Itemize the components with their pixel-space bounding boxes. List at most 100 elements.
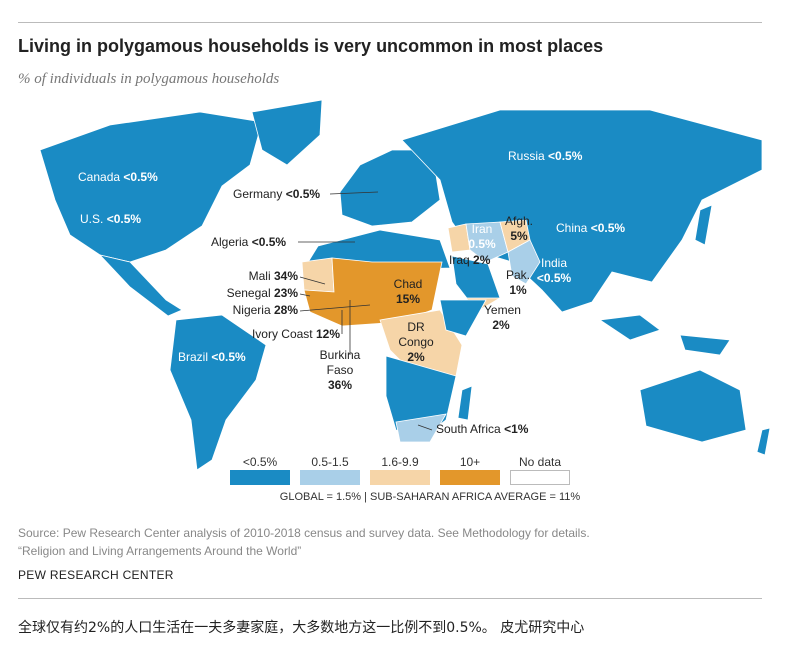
country-value: <1% <box>504 422 529 436</box>
country-name: Canada <box>78 170 121 184</box>
legend-note: GLOBAL = 1.5% | SUB-SAHARAN AFRICA AVERA… <box>279 491 581 503</box>
country-name: Afgh. <box>504 214 534 228</box>
country-label: South Africa <1% <box>436 422 528 437</box>
country-label: Pak. 1% <box>503 268 533 298</box>
country-name: Mali <box>248 269 271 283</box>
country-name: India <box>540 256 568 270</box>
horn-of-africa <box>439 299 487 337</box>
country-label: Chad 15% <box>390 277 426 307</box>
leader-line <box>417 424 433 431</box>
legend-swatch <box>370 470 430 485</box>
central-america <box>98 254 183 317</box>
country-name: Ivory Coast <box>251 327 313 341</box>
country-name: Iran <box>471 222 493 236</box>
country-name: Iraq <box>449 253 470 267</box>
south-africa <box>395 413 447 443</box>
madagascar <box>457 385 473 421</box>
leader-line <box>299 293 311 297</box>
country-value: 12% <box>315 327 340 341</box>
north-america <box>39 111 263 263</box>
country-label: Brazil <0.5% <box>178 350 246 365</box>
legend-label: <0.5% <box>242 455 278 469</box>
legend-swatch <box>230 470 290 485</box>
country-name: Chad <box>393 277 423 291</box>
country-label: Canada <0.5% <box>78 170 158 185</box>
country-name: Brazil <box>178 350 209 364</box>
legend-label: 1.6-9.9 <box>381 455 419 469</box>
country-name: Burkina Faso <box>319 348 361 377</box>
country-label: India <0.5% <box>536 256 572 286</box>
country-name: Senegal <box>226 286 271 300</box>
leader-line <box>329 191 379 195</box>
country-label: Nigeria 28% <box>218 303 298 318</box>
country-value: 5% <box>510 229 528 243</box>
caption: 全球仅有约2%的人口生活在一夫多妻家庭，大多数地方这一比例不到0.5%。 皮尤研… <box>18 620 585 636</box>
legend-label: 0.5-1.5 <box>311 455 349 469</box>
legend-swatch <box>510 470 570 485</box>
japan <box>694 204 713 246</box>
legend-swatch <box>300 470 360 485</box>
country-name: China <box>556 221 588 235</box>
country-value: 0.5% <box>468 237 496 251</box>
country-value: <0.5% <box>548 149 583 163</box>
country-value: 36% <box>327 378 353 392</box>
leader-line <box>299 304 371 312</box>
country-name: Algeria <box>211 235 249 249</box>
country-value: <0.5% <box>590 221 626 235</box>
country-name: Yemen <box>484 303 521 317</box>
pakistan <box>507 239 541 285</box>
country-value: <0.5% <box>536 271 572 285</box>
country-name: Russia <box>508 149 545 163</box>
greenland <box>251 99 323 166</box>
country-label: Burkina Faso 36% <box>318 348 362 393</box>
bottom-rule <box>18 598 762 599</box>
country-label: Yemen 2% <box>484 303 521 333</box>
country-label: Germany <0.5% <box>233 187 320 202</box>
sahel <box>303 257 443 327</box>
new-guinea <box>679 334 731 356</box>
country-name: Nigeria <box>232 303 271 317</box>
country-value: 34% <box>273 269 298 283</box>
south-america <box>169 314 267 471</box>
country-label: Afgh. 5% <box>504 214 534 244</box>
title: Living in polygamous households is very … <box>18 36 604 56</box>
country-value: 28% <box>273 303 298 317</box>
legend-label: 10+ <box>459 455 481 469</box>
new-zealand <box>756 427 771 456</box>
leader-line <box>299 276 326 285</box>
legend-label: No data <box>518 455 562 469</box>
southeast-asia <box>598 314 661 341</box>
country-name: Pak. <box>505 268 530 282</box>
country-value: 1% <box>509 283 527 297</box>
country-label: Senegal 23% <box>218 286 298 301</box>
country-value: <0.5% <box>211 350 246 364</box>
country-value: <0.5% <box>285 187 321 201</box>
country-value: 23% <box>273 286 298 300</box>
mauritania <box>301 257 335 293</box>
country-value: <0.5% <box>106 212 142 226</box>
country-name: U.S. <box>80 212 104 226</box>
top-rule <box>18 22 762 23</box>
country-label: China <0.5% <box>556 221 625 236</box>
country-label: Russia <0.5% <box>508 149 582 164</box>
country-name: South Africa <box>436 422 501 436</box>
country-label: Iraq 2% <box>449 253 490 268</box>
country-value: <0.5% <box>251 235 287 249</box>
country-name: DR Congo <box>398 320 434 349</box>
country-value: 2% <box>492 318 510 332</box>
country-label: Iran 0.5% <box>466 222 498 252</box>
report-title: “Religion and Living Arrangements Around… <box>18 544 302 558</box>
iran <box>465 221 509 263</box>
country-label: Mali 34% <box>228 269 298 284</box>
country-label: U.S. <0.5% <box>80 212 141 227</box>
subtitle: % of individuals in polygamous household… <box>18 71 280 87</box>
country-label: Algeria <0.5% <box>211 235 286 250</box>
country-value: 2% <box>407 350 425 364</box>
source: Source: Pew Research Center analysis of … <box>18 526 590 540</box>
legend-swatch <box>440 470 500 485</box>
europe <box>339 149 441 227</box>
country-value: 15% <box>395 292 421 306</box>
country-value: <0.5% <box>123 170 158 184</box>
organization: PEW RESEARCH CENTER <box>18 568 174 582</box>
